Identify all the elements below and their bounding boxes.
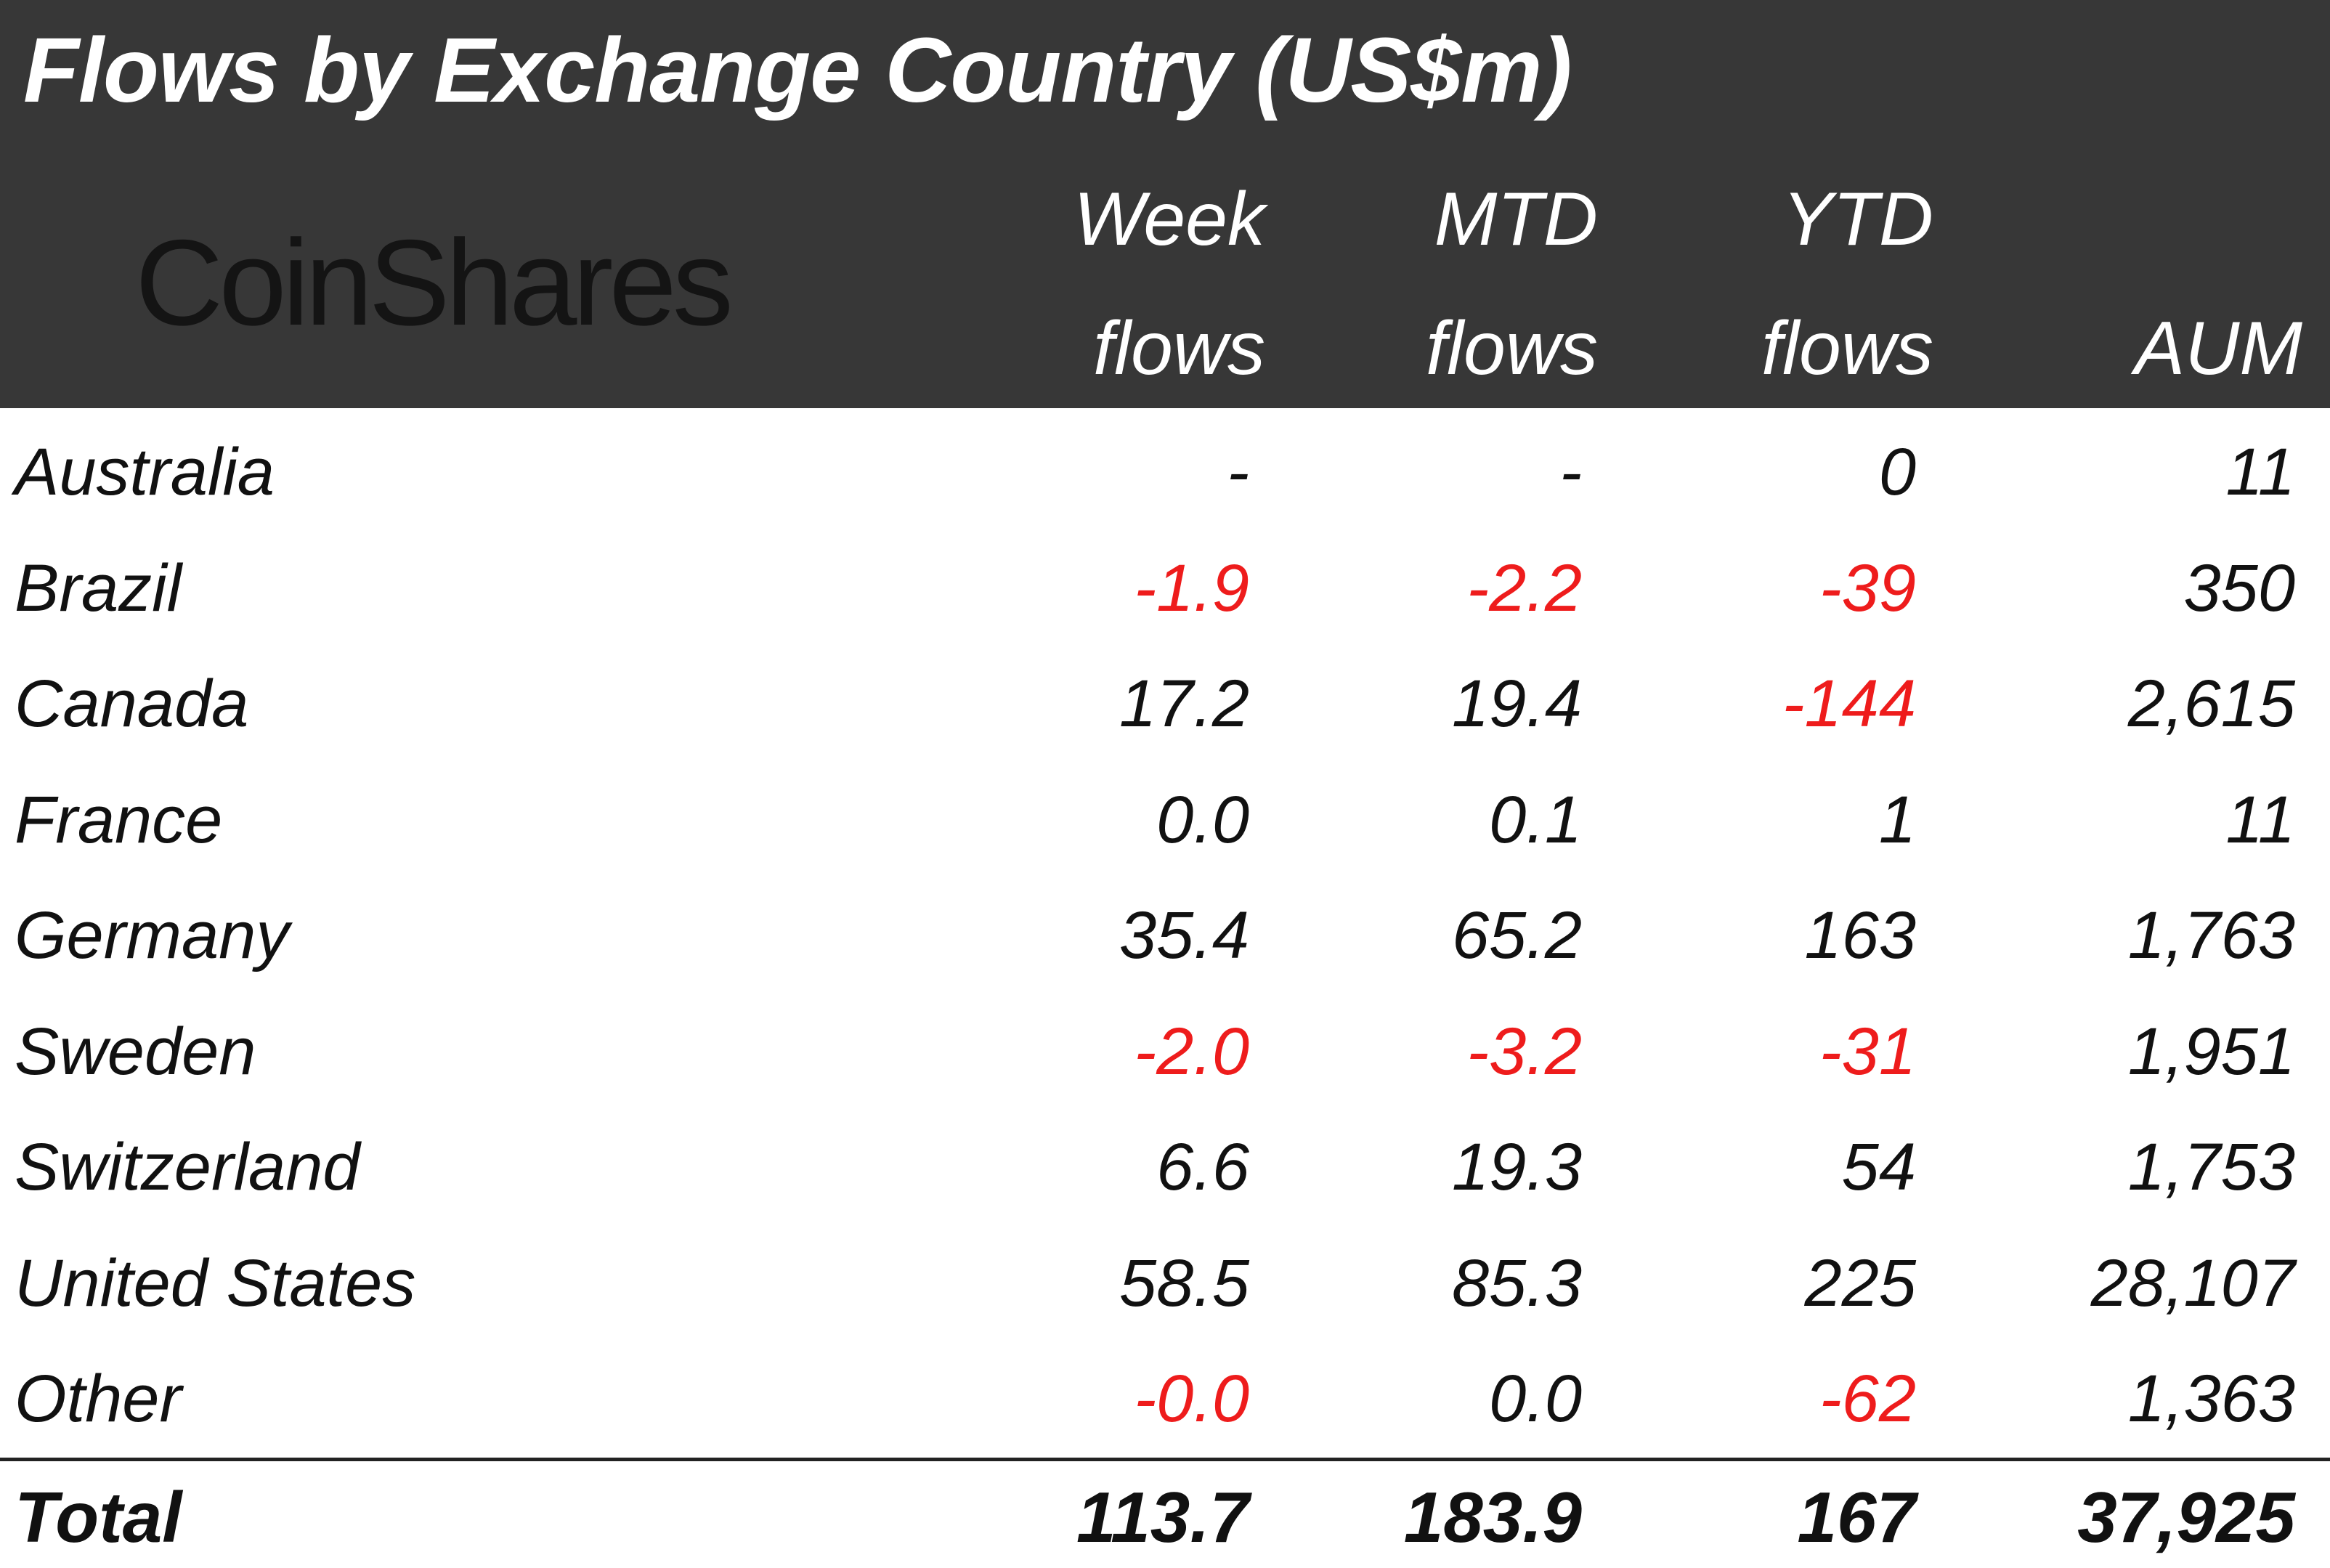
cell-week: -1.9	[1134, 551, 1249, 625]
cell-mtd: 19.3	[1451, 1130, 1582, 1204]
total-aum: 37,925	[2077, 1477, 2295, 1557]
cell-mtd: 65.2	[1451, 898, 1582, 972]
cell-ytd: -39	[1819, 551, 1916, 625]
table-title: Flows by Exchange Country (US$m)	[23, 19, 1572, 121]
cell-ytd: 0	[1878, 435, 1916, 509]
country-label: Germany	[15, 898, 290, 972]
cell-week: -2.0	[1134, 1015, 1249, 1089]
cell-week: 17.2	[1119, 667, 1249, 741]
cell-mtd: -2.2	[1466, 551, 1582, 625]
country-label: France	[15, 783, 223, 857]
cell-week: -	[1227, 435, 1249, 509]
cell-mtd: 0.0	[1489, 1362, 1582, 1436]
cell-mtd: 0.1	[1489, 783, 1582, 857]
country-label: Switzerland	[15, 1130, 360, 1204]
country-label: Other	[15, 1362, 182, 1436]
cell-ytd: -62	[1819, 1362, 1916, 1436]
cell-week: 58.5	[1119, 1246, 1249, 1320]
table-header: Flows by Exchange Country (US$m) CoinSha…	[0, 0, 2330, 408]
country-label: United States	[15, 1246, 416, 1320]
total-divider	[0, 1458, 2330, 1461]
cell-aum: 2,615	[2127, 667, 2295, 741]
cell-aum: 1,363	[2127, 1362, 2295, 1436]
cell-week: 0.0	[1156, 783, 1249, 857]
cell-week: 35.4	[1119, 898, 1249, 972]
cell-aum: 11	[2225, 435, 2295, 509]
column-header-mtd-line1: MTD	[1434, 177, 1598, 261]
cell-aum: 1,763	[2127, 898, 2295, 972]
coinshares-logo: CoinShares	[135, 214, 734, 351]
total-ytd: 167	[1797, 1477, 1916, 1557]
cell-mtd: -3.2	[1466, 1015, 1582, 1089]
cell-aum: 11	[2225, 783, 2295, 857]
country-label: Canada	[15, 667, 249, 741]
column-header-ytd-line1: YTD	[1782, 177, 1933, 261]
cell-ytd: 54	[1841, 1130, 1916, 1204]
cell-ytd: -144	[1782, 667, 1916, 741]
cell-ytd: 1	[1878, 783, 1916, 857]
country-label: Australia	[15, 435, 275, 509]
cell-ytd: 225	[1804, 1246, 1917, 1320]
column-header-week-line1: Week	[1073, 177, 1265, 261]
cell-aum: 1,951	[2127, 1015, 2295, 1089]
country-label: Sweden	[15, 1015, 256, 1089]
column-header-ytd-line2: flows	[1761, 306, 1933, 391]
total-mtd: 183.9	[1403, 1477, 1582, 1557]
cell-ytd: -31	[1819, 1015, 1916, 1089]
total-label: Total	[15, 1477, 182, 1557]
column-header-week-line2: flows	[1093, 306, 1265, 391]
cell-week: 6.6	[1156, 1130, 1249, 1204]
cell-aum: 28,107	[2090, 1246, 2295, 1320]
cell-mtd: 19.4	[1451, 667, 1582, 741]
total-week: 113.7	[1076, 1477, 1249, 1557]
cell-aum: 1,753	[2127, 1130, 2295, 1204]
country-label: Brazil	[15, 551, 182, 625]
cell-mtd: -	[1559, 435, 1582, 509]
cell-week: -0.0	[1134, 1362, 1249, 1436]
column-header-aum-line2: AUM	[2134, 306, 2302, 391]
cell-ytd: 163	[1804, 898, 1917, 972]
column-header-mtd-line2: flows	[1426, 306, 1598, 391]
cell-aum: 350	[2183, 551, 2296, 625]
cell-mtd: 85.3	[1451, 1246, 1582, 1320]
